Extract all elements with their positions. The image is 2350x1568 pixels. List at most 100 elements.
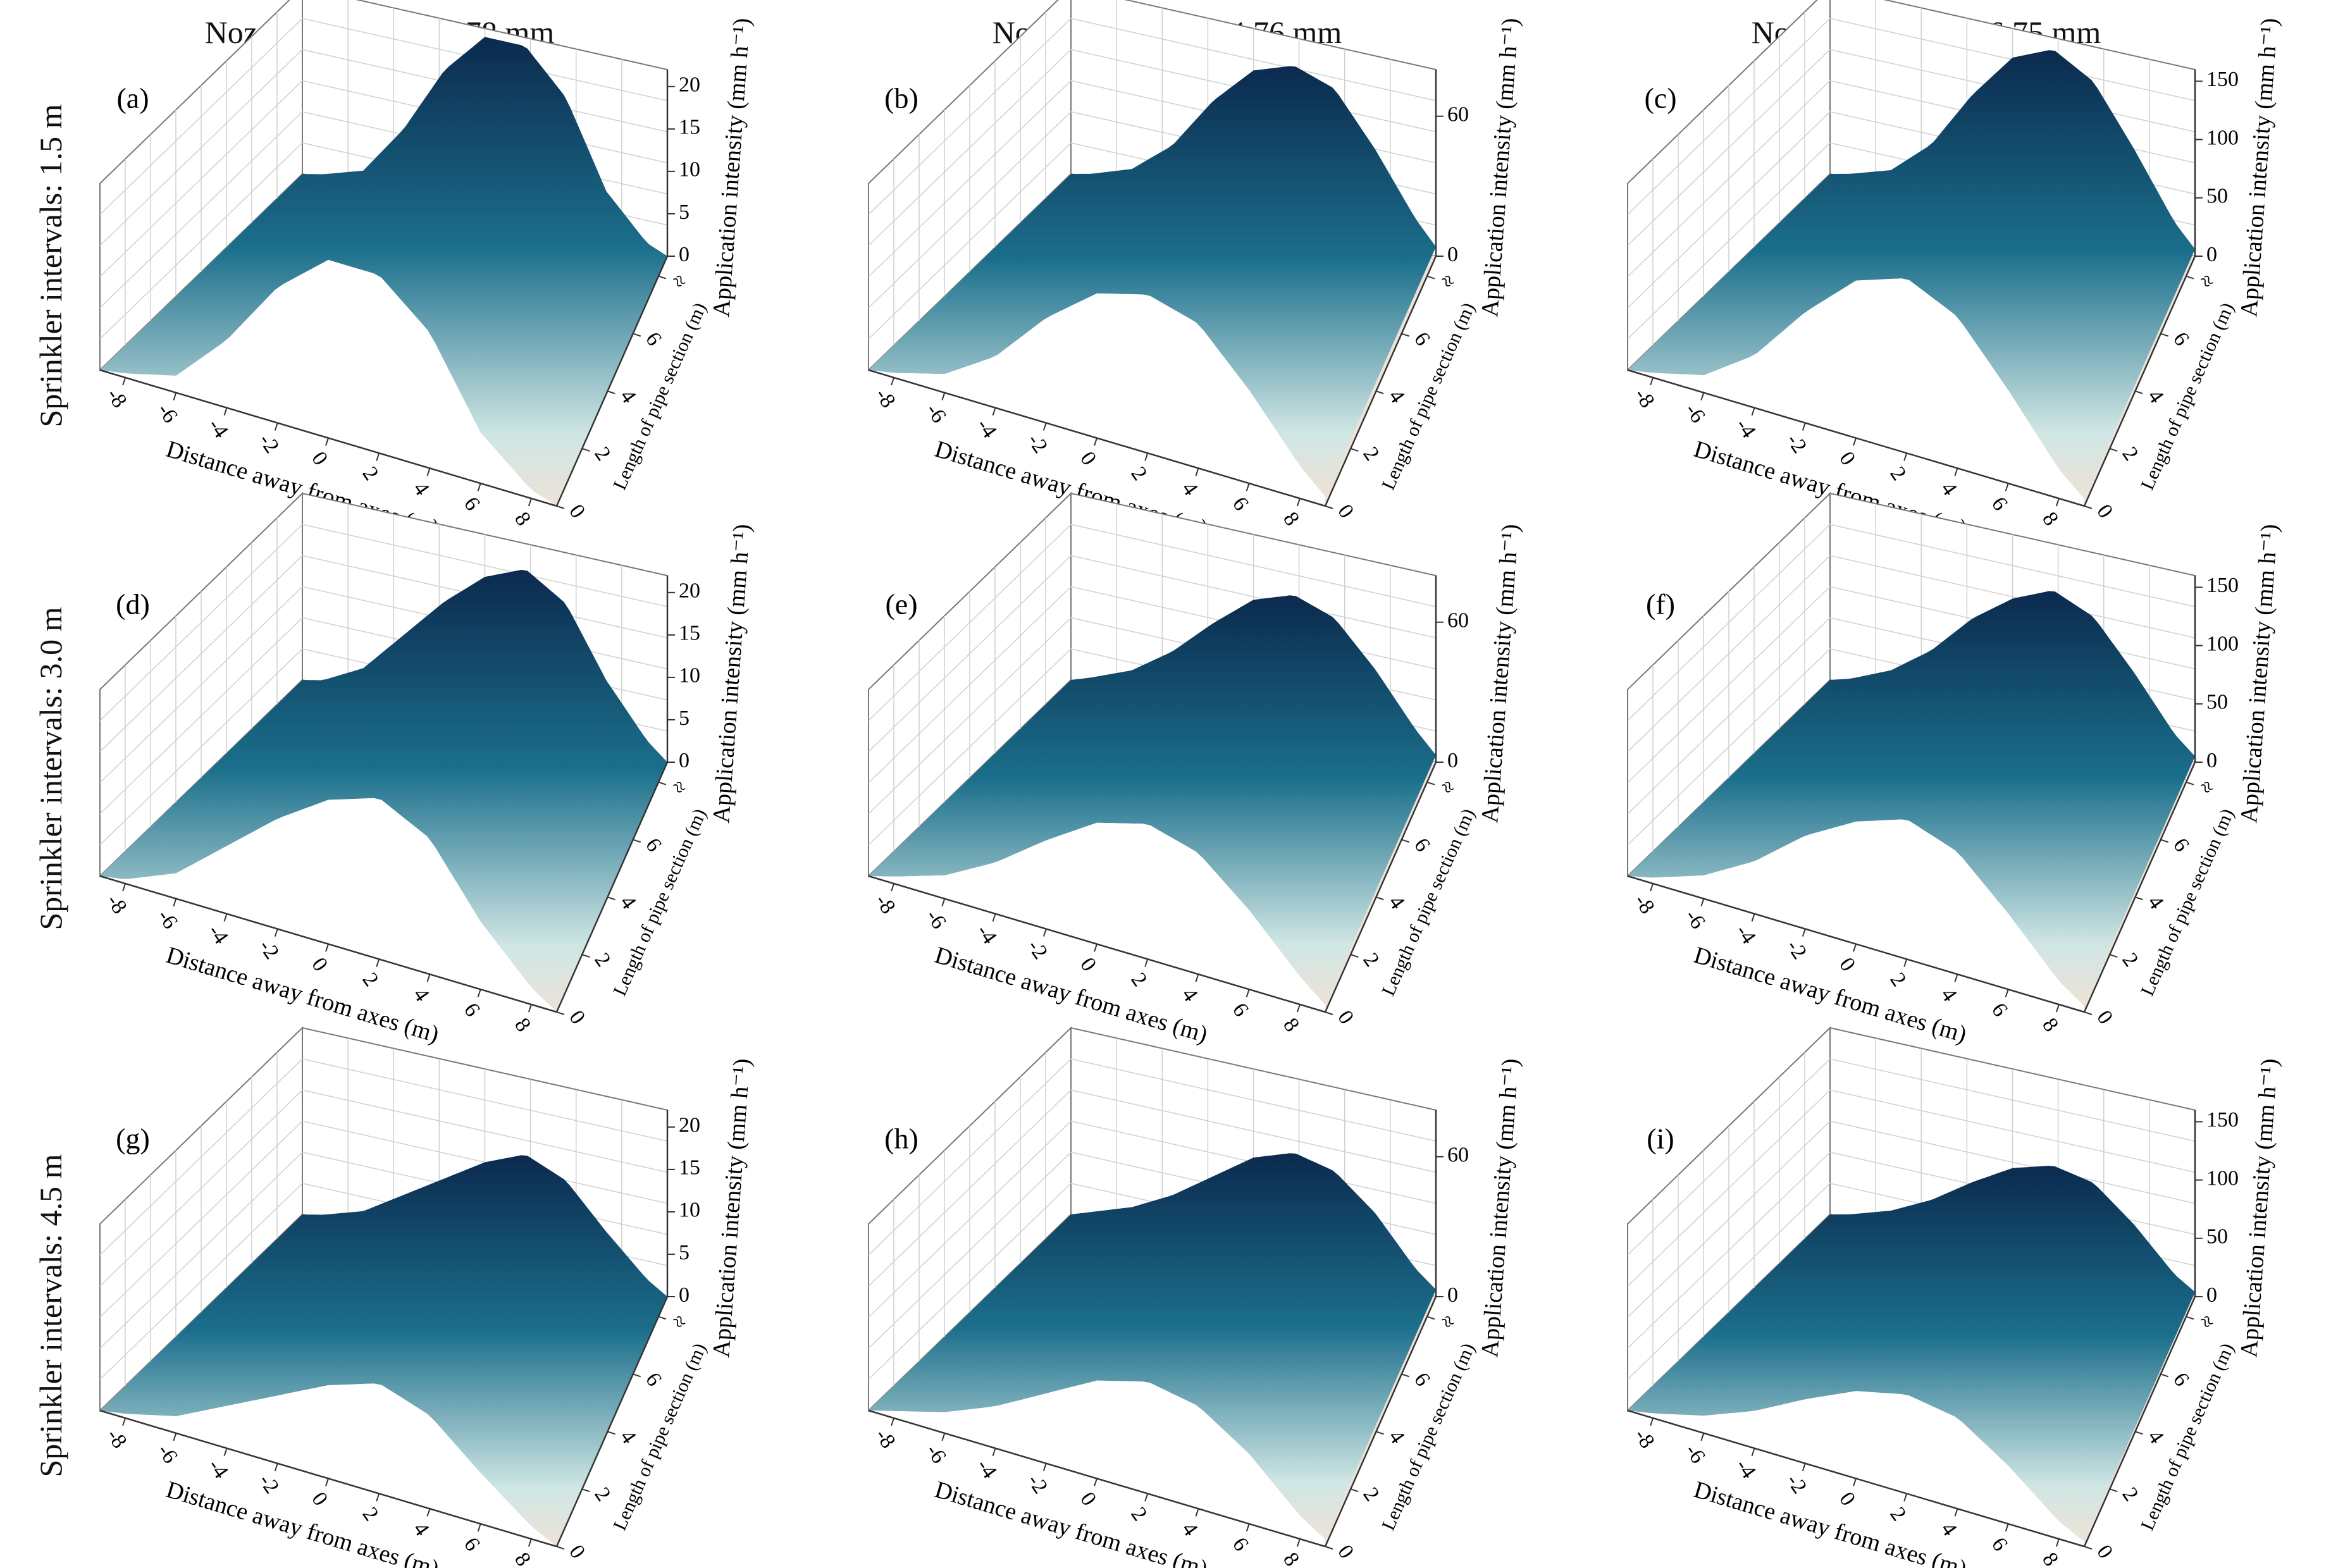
- x-tick: [325, 944, 329, 952]
- x-tick-label: -4: [203, 414, 233, 442]
- x-tick-label: -6: [152, 399, 182, 427]
- y-tick-label: 0: [1333, 1541, 1358, 1563]
- x-tick: [2005, 989, 2009, 997]
- x-tick: [426, 1508, 431, 1517]
- y-tick: [633, 839, 641, 843]
- x-tick-label: 2: [1126, 1503, 1151, 1525]
- x-tick-label: 6: [1987, 493, 2012, 515]
- z-tick-label: 100: [2206, 1166, 2239, 1190]
- x-tick-label: 0: [307, 447, 332, 469]
- z-tick-label: 0: [679, 243, 690, 266]
- x-tick-label: 2: [1885, 1503, 1910, 1525]
- x-tick-label: 8: [510, 1548, 535, 1568]
- y-tick-label: 0: [564, 500, 590, 522]
- z-tick-label: 60: [1447, 1144, 1469, 1167]
- y-tick-label: 6: [1409, 834, 1435, 856]
- y-axis: [2083, 1296, 2196, 1547]
- x-tick: [274, 1463, 278, 1471]
- x-tick-label: 2: [357, 1503, 383, 1525]
- panel-label-b: (b): [884, 82, 918, 114]
- x-tick: [223, 407, 228, 416]
- x-tick-label: -2: [1782, 1470, 1812, 1498]
- front-cut: [1628, 1391, 2084, 1546]
- x-tick-label: 6: [1228, 1533, 1253, 1555]
- x-tick-label: -6: [921, 1440, 951, 1467]
- y-tick: [2084, 1546, 2093, 1550]
- y-tick-label: 4: [615, 385, 641, 407]
- x-tick-label: -8: [1630, 1424, 1659, 1452]
- y-tick: [2135, 390, 2143, 395]
- z-axis-title: Application intensity (mm h⁻¹): [1476, 17, 1524, 318]
- y-tick: [1350, 448, 1359, 452]
- panel-label-d: (d): [116, 588, 150, 620]
- x-tick: [376, 453, 380, 461]
- y-tick: [581, 954, 590, 958]
- y-tick-label: ≈: [1435, 1311, 1461, 1334]
- x-tick: [1650, 377, 1654, 386]
- x-tick-label: -6: [921, 905, 951, 933]
- x-tick-label: 4: [1177, 478, 1203, 500]
- y-tick: [1401, 1373, 1410, 1378]
- x-tick-label: 2: [357, 462, 383, 485]
- z-tick-label: 0: [679, 749, 690, 772]
- x-tick-label: -6: [1680, 399, 1710, 427]
- x-tick-label: -8: [1630, 890, 1659, 918]
- y-tick-label: 2: [2117, 1483, 2143, 1505]
- x-tick: [1042, 929, 1047, 937]
- y-tick: [2109, 1488, 2118, 1493]
- x-tick-label: 0: [1834, 1488, 1860, 1510]
- x-tick: [2055, 498, 2060, 507]
- x-tick-label: 6: [1228, 493, 1253, 515]
- z-axis-title: Application intensity (mm h⁻¹): [1476, 523, 1524, 824]
- y-tick: [658, 275, 667, 280]
- z-axis-title: Application intensity (mm h⁻¹): [2236, 17, 2283, 318]
- y-tick: [1350, 1488, 1359, 1493]
- x-tick: [891, 1417, 895, 1426]
- x-tick: [1094, 438, 1098, 446]
- surface: [100, 37, 667, 506]
- x-tick: [2055, 1004, 2060, 1013]
- y-tick-label: 2: [1358, 949, 1383, 971]
- y-axis: [1324, 762, 1437, 1013]
- x-tick: [1802, 1463, 1806, 1471]
- y-tick-label: 4: [1384, 1426, 1409, 1448]
- y-tick-label: 6: [641, 834, 666, 856]
- x-tick: [941, 898, 946, 907]
- x-tick: [1296, 1004, 1301, 1013]
- x-tick-label: 8: [1278, 508, 1304, 530]
- x-tick-label: 0: [1075, 1488, 1101, 1510]
- x-tick: [426, 467, 431, 476]
- z-tick-label: 150: [2206, 574, 2239, 597]
- z-tick-label: 15: [679, 116, 700, 139]
- z-axis-title: Application intensity (mm h⁻¹): [2236, 523, 2283, 824]
- x-tick-label: 6: [459, 999, 485, 1021]
- y-axis: [2083, 762, 2196, 1013]
- x-tick-label: -4: [1731, 920, 1760, 948]
- z-tick-label: 15: [679, 622, 700, 645]
- x-tick-label: 6: [1228, 999, 1253, 1021]
- z-axis-title: Application intensity (mm h⁻¹): [2236, 1058, 2283, 1358]
- x-tick-label: -2: [254, 1470, 284, 1498]
- x-tick: [528, 1538, 532, 1547]
- x-tick: [941, 392, 946, 401]
- y-tick-label: ≈: [2194, 1311, 2220, 1334]
- x-tick-label: -2: [1782, 935, 1812, 963]
- z-tick-label: 0: [1447, 243, 1458, 266]
- y-tick-label: ≈: [666, 270, 692, 293]
- x-tick-label: 4: [1177, 1518, 1203, 1540]
- x-tick: [1246, 989, 1250, 997]
- y-tick: [2160, 839, 2169, 843]
- y-tick-label: 2: [1358, 443, 1383, 465]
- z-tick-label: 0: [1447, 749, 1458, 772]
- x-tick: [1195, 1508, 1199, 1517]
- x-tick: [477, 1523, 481, 1532]
- x-tick: [1650, 883, 1654, 892]
- x-tick: [1700, 898, 1705, 907]
- y-tick-label: 0: [2092, 1541, 2117, 1563]
- x-tick-label: 4: [1936, 478, 1962, 500]
- x-tick-label: -4: [1731, 414, 1760, 442]
- x-tick: [1042, 423, 1047, 431]
